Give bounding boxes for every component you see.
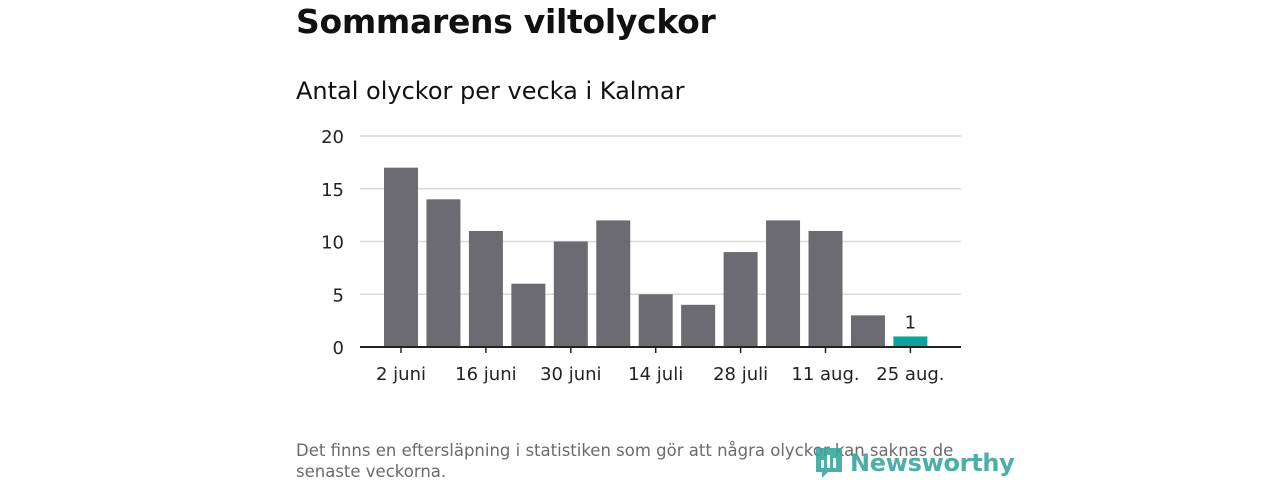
data-label: 1 bbox=[905, 312, 916, 333]
chart-subtitle: Antal olyckor per vecka i Kalmar bbox=[296, 77, 685, 105]
x-tick-label: 16 juni bbox=[455, 364, 516, 385]
y-tick-label: 10 bbox=[321, 233, 344, 254]
x-tick-label: 11 aug. bbox=[791, 364, 859, 385]
x-tick-label: 25 aug. bbox=[876, 364, 944, 385]
bar bbox=[384, 167, 418, 347]
bar bbox=[553, 241, 588, 347]
data-labels: 1 bbox=[905, 312, 916, 333]
bar-chart: 0 5 10 15 20 1 2 juni 16 juni 30 juni 14 juli 28… bbox=[321, 127, 961, 385]
x-tick-label: 28 juli bbox=[713, 364, 768, 385]
bar bbox=[638, 294, 673, 347]
bar bbox=[511, 283, 546, 347]
bar bbox=[893, 336, 928, 347]
footnote: Det finns en eftersläpning i statistiken… bbox=[296, 441, 954, 481]
y-tick-label: 5 bbox=[333, 285, 344, 306]
x-axis-ticks: 2 juni 16 juni 30 juni 14 juli 28 juli 11 aug… bbox=[376, 347, 945, 385]
bars bbox=[384, 167, 928, 347]
brand-logo: Newsworthy bbox=[814, 446, 1015, 480]
bar bbox=[426, 199, 461, 347]
x-tick-label: 30 juni bbox=[540, 364, 601, 385]
x-tick-label: 14 juli bbox=[628, 364, 683, 385]
y-axis-ticks: 0 5 10 15 20 bbox=[321, 127, 344, 359]
newsworthy-logo-icon bbox=[816, 448, 842, 478]
bar bbox=[850, 315, 885, 347]
bar bbox=[596, 220, 631, 347]
x-tick-label: 2 juni bbox=[376, 364, 426, 385]
y-tick-label: 20 bbox=[321, 127, 344, 148]
bar bbox=[468, 230, 503, 347]
bar bbox=[808, 230, 843, 347]
y-tick-label: 0 bbox=[333, 338, 344, 359]
bar bbox=[681, 304, 716, 347]
brand-name: Newsworthy bbox=[850, 449, 1015, 477]
y-tick-label: 15 bbox=[321, 180, 344, 201]
bar bbox=[723, 252, 758, 347]
page-title: Sommarens viltolyckor bbox=[296, 2, 716, 41]
bar bbox=[766, 220, 801, 347]
